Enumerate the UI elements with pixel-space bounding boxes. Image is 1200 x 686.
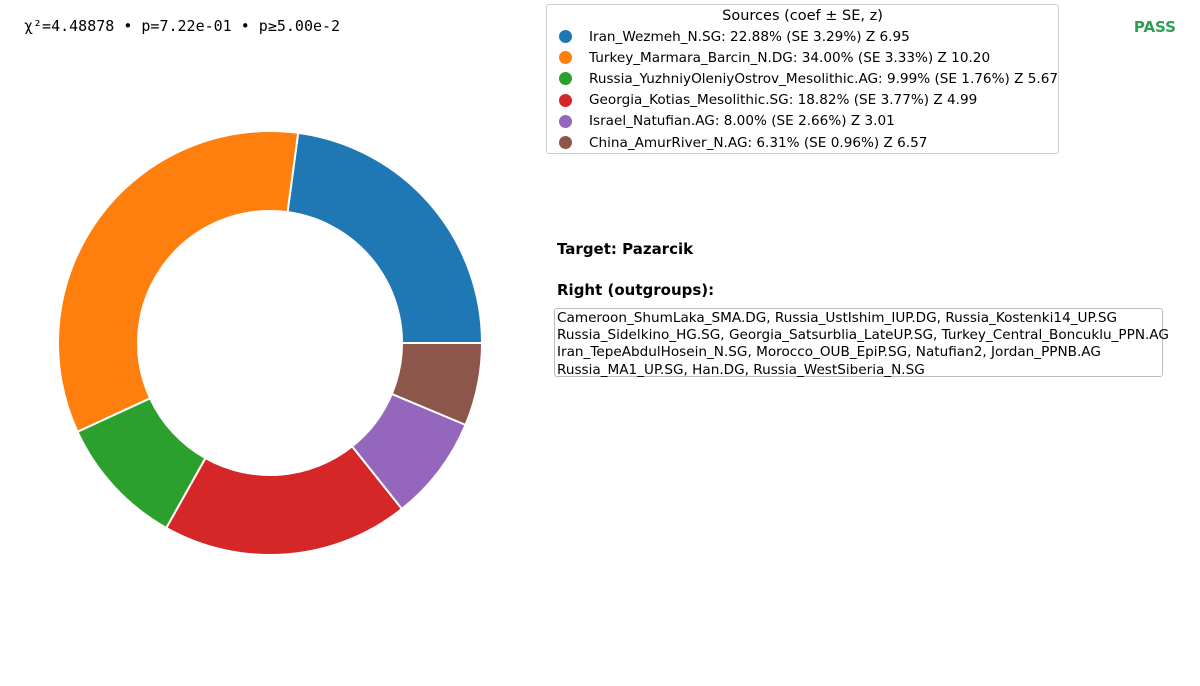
- outgroup-line: Iran_TepeAbdulHosein_N.SG, Morocco_OUB_E…: [557, 344, 1101, 361]
- donut-slice-2: [57, 130, 300, 434]
- legend-title: Sources (coef ± SE, z): [722, 8, 883, 24]
- outgroups-title: Right (outgroups):: [557, 281, 715, 299]
- outgroup-line: Cameroon_ShumLaka_SMA.DG, Russia_UstIshi…: [557, 310, 1118, 326]
- outgroups-box: Cameroon_ShumLaka_SMA.DG, Russia_UstIshi…: [554, 308, 1169, 378]
- stats-summary: χ²=4.48878 • p=7.22e-01 • p≥5.00e-2: [24, 17, 341, 35]
- legend-item: China_AmurRiver_N.AG: 6.31% (SE 0.96%) Z…: [559, 132, 1058, 153]
- donut-slice-6: [390, 342, 484, 427]
- legend-marker: [559, 30, 572, 44]
- legend-item: Iran_Wezmeh_N.SG: 22.88% (SE 3.29%) Z 6.…: [559, 26, 1058, 47]
- legend-marker: [559, 136, 572, 150]
- outgroup-line: Russia_Sidelkino_HG.SG, Georgia_Satsurbl…: [557, 327, 1169, 344]
- legend-label: China_AmurRiver_N.AG: 6.31% (SE 0.96%) Z…: [589, 134, 928, 151]
- legend-list: Iran_Wezmeh_N.SG: 22.88% (SE 3.29%) Z 6.…: [547, 26, 1058, 153]
- target-label: Target: Pazarcik: [557, 240, 694, 258]
- legend-label: Israel_Natufian.AG: 8.00% (SE 2.66%) Z 3…: [589, 113, 895, 130]
- legend-item: Georgia_Kotias_Mesolithic.SG: 18.82% (SE…: [559, 90, 1058, 111]
- legend-label: Iran_Wezmeh_N.SG: 22.88% (SE 3.29%) Z 6.…: [589, 28, 910, 45]
- status-badge: PASS: [1133, 18, 1176, 36]
- legend-marker: [559, 114, 572, 128]
- legend-item: Turkey_Marmara_Barcin_N.DG: 34.00% (SE 3…: [559, 47, 1058, 68]
- donut-slice-1: [286, 131, 484, 344]
- legend-label: Turkey_Marmara_Barcin_N.DG: 34.00% (SE 3…: [589, 49, 991, 66]
- legend-marker: [559, 51, 572, 65]
- outgroup-line: Russia_MA1_UP.SG, Han.DG, Russia_WestSib…: [557, 361, 925, 378]
- legend-item: Israel_Natufian.AG: 8.00% (SE 2.66%) Z 3…: [559, 111, 1058, 132]
- donut-chart: [57, 130, 484, 556]
- chart-legend: Sources (coef ± SE, z) Iran_Wezmeh_N.SG:…: [546, 4, 1059, 154]
- legend-label: Georgia_Kotias_Mesolithic.SG: 18.82% (SE…: [589, 92, 978, 109]
- legend-marker: [559, 93, 572, 107]
- legend-item: Russia_YuzhniyOleniyOstrov_Mesolithic.AG…: [559, 68, 1058, 89]
- legend-label: Russia_YuzhniyOleniyOstrov_Mesolithic.AG…: [589, 70, 1059, 87]
- legend-marker: [559, 72, 572, 86]
